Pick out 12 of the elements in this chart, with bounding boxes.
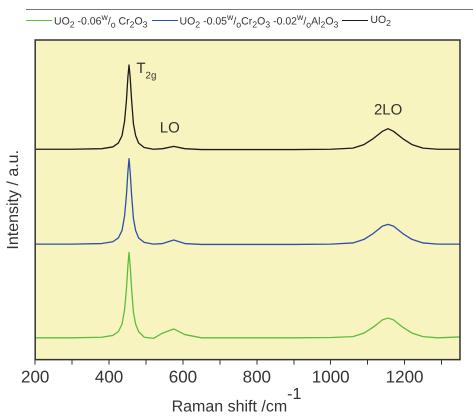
x-tick-label: 800 <box>242 367 272 386</box>
text: UO$_{2}$ -0.06$^{w}$/$_{o}$ Cr$_{2}$O$_{3}$ <box>54 12 148 30</box>
text: UO$_{2}$ -0.05$^{w}$/$_{o}$Cr$_{2}$O$_{3}$ -0.02$^{w}$/$_{o}$Al$_{2}$O$_{3}$ <box>180 12 338 30</box>
legend-label: UO$_{2}$ <box>370 14 392 28</box>
x-tick-label: 1000 <box>312 367 350 386</box>
annotation: LO <box>160 119 180 136</box>
x-tick-label: 200 <box>21 367 50 386</box>
x-tick-label: 1200 <box>386 367 424 386</box>
annotation: 2LO <box>374 102 402 119</box>
x-tick-label: 400 <box>94 367 124 386</box>
x-tick-label: 600 <box>168 367 198 386</box>
y-axis-title: Intensity / a.u. <box>5 150 22 250</box>
